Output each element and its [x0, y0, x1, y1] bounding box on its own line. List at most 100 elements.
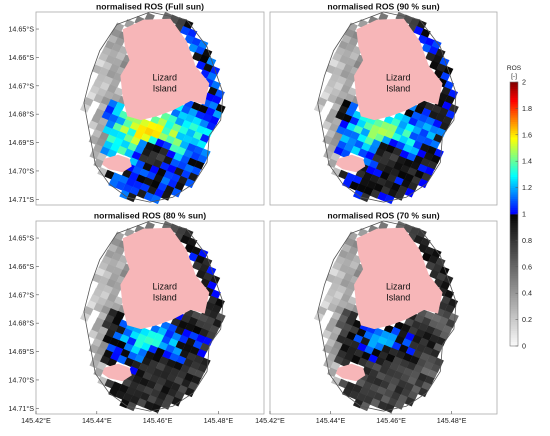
ros-cell: [418, 178, 429, 189]
colorbar-step: [510, 97, 518, 100]
colorbar-step: [510, 181, 518, 184]
ros-cell: [323, 358, 334, 369]
ros-cell: [89, 149, 100, 160]
island-land-south: [102, 154, 132, 173]
colorbar-step: [510, 227, 518, 230]
island-label-line1: Lizard: [153, 282, 178, 292]
ros-cell: [171, 396, 182, 407]
ros-cell: [377, 191, 388, 202]
colorbar-step: [510, 251, 518, 254]
ros-cell: [349, 181, 360, 191]
colorbar-step: [510, 218, 518, 221]
ros-cell: [195, 269, 207, 280]
panel-title: normalised ROS (90 % sun): [327, 2, 439, 12]
colorbar-step: [510, 148, 518, 151]
colorbar-step: [510, 288, 518, 292]
colorbar-step: [510, 172, 518, 175]
ros-cell: [331, 376, 342, 386]
colorbar-step: [510, 240, 518, 243]
colorbar-step: [510, 269, 518, 272]
ros-cell: [115, 390, 126, 400]
ros-cell: [126, 401, 137, 412]
island-land: [354, 227, 443, 330]
colorbar-step: [510, 277, 518, 281]
colorbar-step: [510, 302, 518, 305]
colorbar-step: [510, 187, 518, 191]
colorbar-step: [510, 328, 518, 331]
island-land: [120, 227, 210, 330]
colorbar-step: [510, 178, 518, 182]
colorbar-step: [510, 262, 518, 265]
colorbar-step: [510, 82, 518, 85]
colorbar-step: [510, 319, 518, 323]
ros-cell: [136, 398, 147, 408]
colorbar-step: [510, 264, 518, 268]
colorbar-step: [510, 249, 518, 252]
ros-cell: [370, 398, 381, 408]
colorbar-step: [510, 141, 518, 144]
colorbar-step: [510, 321, 518, 325]
colorbar-step: [510, 247, 518, 250]
ros-cell: [87, 120, 99, 131]
ros-cell: [143, 400, 154, 411]
y-tick-label: 14.69°S: [8, 138, 34, 147]
island-label-line1: Lizard: [386, 73, 411, 83]
colorbar-step: [510, 220, 518, 224]
colorbar-step: [510, 123, 518, 127]
y-tick-label: 14.65°S: [8, 234, 34, 243]
ros-cell: [370, 189, 381, 199]
colorbar-step: [510, 143, 518, 147]
island-land-south: [335, 363, 366, 382]
colorbar-step: [510, 174, 518, 177]
colorbar-step: [510, 273, 518, 276]
colorbar-step: [510, 119, 518, 122]
y-tick-label: 14.70°S: [8, 166, 34, 175]
colorbar-step: [510, 104, 518, 107]
x-tick-label: 145.48°E: [204, 416, 234, 425]
colorbar-step: [510, 291, 518, 294]
colorbar-step: [510, 295, 518, 298]
colorbar-step: [510, 216, 518, 219]
colorbar-step: [510, 236, 518, 239]
colorbar-step: [510, 128, 518, 131]
colorbar-tick-label: 1.6: [522, 130, 532, 139]
colorbar-step: [510, 286, 518, 290]
colorbar-step: [510, 209, 518, 213]
ros-cell: [89, 358, 100, 369]
ros-cell: [331, 167, 342, 177]
colorbar-step: [510, 326, 518, 329]
colorbar-tick-label: 1.2: [522, 183, 532, 192]
colorbar-step: [510, 154, 518, 158]
colorbar-step: [510, 165, 518, 169]
ros-cell: [404, 187, 415, 198]
colorbar-step: [510, 139, 518, 142]
colorbar-step: [510, 229, 518, 232]
colorbar-step: [510, 271, 518, 274]
ros-cell: [404, 396, 415, 407]
colorbar-step: [510, 211, 518, 215]
ros-cell: [117, 145, 128, 156]
ros-cell: [350, 354, 361, 365]
colorbar-step: [510, 258, 518, 261]
colorbar-step: [510, 238, 518, 241]
colorbar-step: [510, 242, 518, 246]
colorbar-step: [510, 253, 518, 257]
ros-cell: [104, 378, 115, 389]
ros-cell: [350, 145, 361, 156]
reef-outline: [83, 11, 224, 203]
colorbar-step: [510, 156, 518, 160]
ros-cell: [418, 387, 429, 398]
ros-cell: [321, 329, 332, 340]
colorbar-step: [510, 115, 518, 118]
colorbar-step: [510, 137, 518, 140]
ros-cell: [425, 51, 436, 62]
ros-cell: [323, 149, 334, 160]
ros-cell: [191, 260, 203, 271]
ros-cell: [87, 329, 99, 340]
colorbar-step: [510, 99, 518, 103]
island-label-line2: Island: [153, 84, 177, 94]
